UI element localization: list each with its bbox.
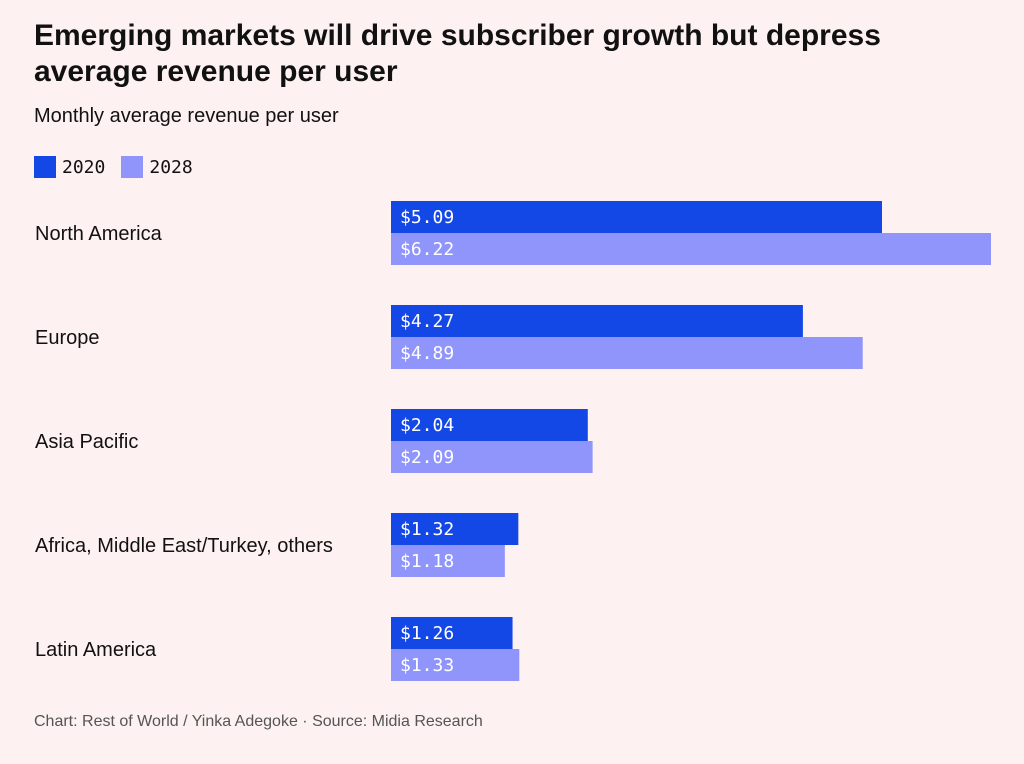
bar-label-2028-latin-america: $1.33: [400, 655, 454, 676]
bar-2020-europe: [391, 305, 803, 337]
bar-label-2020-north-america: $5.09: [400, 207, 454, 228]
bar-2020-asia-pacific: [391, 409, 588, 441]
category-label-latin-america: Latin America: [35, 639, 157, 661]
bar-2020-africa-middle-east-turkey-others: [391, 513, 519, 545]
category-label-africa-middle-east-turkey-others: Africa, Middle East/Turkey, others: [35, 535, 333, 557]
bar-2028-europe: [391, 337, 863, 369]
legend: 2020 2028: [34, 156, 209, 178]
legend-label-2028: 2028: [149, 156, 193, 178]
bar-2020-north-america: [391, 201, 882, 233]
bar-label-2028-asia-pacific: $2.09: [400, 447, 454, 468]
category-label-asia-pacific: Asia Pacific: [35, 431, 138, 453]
category-label-europe: Europe: [35, 327, 100, 349]
bar-2020-latin-america: [391, 617, 513, 649]
bar-2028-north-america: [391, 233, 991, 265]
legend-swatch-2020: [34, 156, 56, 178]
bar-label-2028-north-america: $6.22: [400, 239, 454, 260]
bar-label-2020-africa-middle-east-turkey-others: $1.32: [400, 519, 454, 540]
bar-label-2020-latin-america: $1.26: [400, 623, 454, 644]
legend-item-2020: 2020: [34, 156, 105, 178]
legend-item-2028: 2028: [121, 156, 193, 178]
bar-2028-latin-america: [391, 649, 520, 681]
legend-label-2020: 2020: [62, 156, 106, 178]
bar-2028-asia-pacific: [391, 441, 593, 473]
source-credit: Chart: Rest of World / Yinka Adegoke · S…: [34, 713, 483, 730]
bar-label-2028-europe: $4.89: [400, 343, 454, 364]
chart-title: Emerging markets will drive subscriber g…: [34, 19, 881, 88]
category-label-north-america: North America: [35, 223, 163, 245]
legend-swatch-2028: [121, 156, 144, 178]
chart-subtitle: Monthly average revenue per user: [34, 105, 339, 127]
bar-2028-africa-middle-east-turkey-others: [391, 545, 505, 577]
bar-label-2028-africa-middle-east-turkey-others: $1.18: [400, 551, 454, 572]
bar-label-2020-europe: $4.27: [400, 311, 454, 332]
bar-label-2020-asia-pacific: $2.04: [400, 415, 454, 436]
